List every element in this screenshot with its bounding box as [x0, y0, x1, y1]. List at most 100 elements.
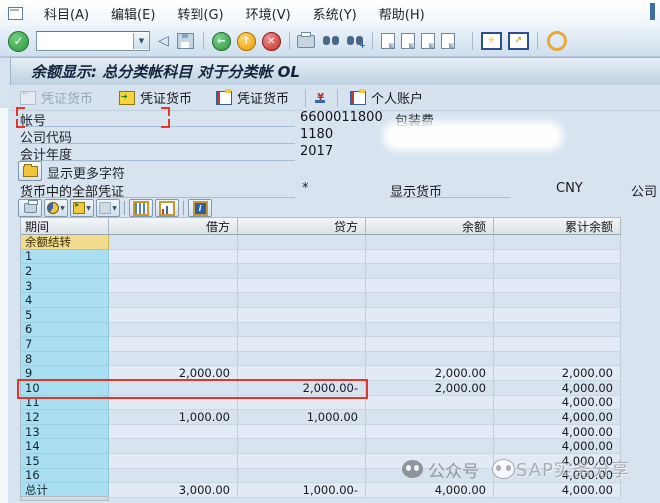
- document-currency-button-2[interactable]: 凭证货币: [117, 87, 200, 108]
- debit-cell[interactable]: [109, 424, 238, 440]
- debit-cell[interactable]: [109, 380, 238, 396]
- personal-account-button[interactable]: 个人账户: [348, 87, 431, 108]
- menu-item[interactable]: 系统(Y): [312, 7, 357, 23]
- credit-cell[interactable]: [238, 351, 366, 367]
- display-currency-value[interactable]: CNY: [556, 181, 583, 196]
- balance-cell[interactable]: [366, 468, 494, 484]
- horizontal-scrollbar-stub[interactable]: [20, 496, 109, 501]
- grid-export-menu-button[interactable]: ▼: [70, 199, 94, 217]
- debit-cell[interactable]: [109, 322, 238, 338]
- table-row[interactable]: 13 4,000.00: [21, 425, 621, 440]
- period-cell[interactable]: 7: [21, 337, 109, 352]
- credit-cell[interactable]: [238, 278, 366, 294]
- credit-cell[interactable]: 1,000.00: [238, 410, 366, 425]
- period-cell[interactable]: 6: [21, 322, 109, 338]
- balance-cell[interactable]: 2,000.00: [366, 366, 494, 381]
- table-row[interactable]: 1: [21, 249, 621, 265]
- system-menu-icon[interactable]: [8, 6, 23, 20]
- credit-cell[interactable]: [238, 424, 366, 440]
- menu-item[interactable]: 转到(G): [177, 7, 224, 23]
- enter-button[interactable]: ✓: [8, 30, 29, 52]
- menu-item[interactable]: 环境(V): [245, 7, 291, 23]
- table-row[interactable]: 4: [21, 293, 621, 308]
- balance-cell[interactable]: [366, 264, 494, 279]
- exchange-rates-icon[interactable]: ¥: [314, 91, 327, 104]
- table-row[interactable]: 余额结转: [21, 235, 621, 250]
- period-cell[interactable]: 2: [21, 264, 109, 279]
- cumulative-cell[interactable]: [494, 278, 621, 294]
- period-cell[interactable]: 16: [21, 468, 109, 484]
- table-row[interactable]: 2: [21, 264, 621, 279]
- period-cell[interactable]: 1: [21, 249, 109, 265]
- debit-cell[interactable]: [109, 235, 238, 250]
- credit-cell[interactable]: [238, 395, 366, 411]
- grid-print-button[interactable]: [18, 199, 42, 217]
- first-page-icon[interactable]: [380, 33, 395, 49]
- previous-page-icon[interactable]: [400, 33, 415, 49]
- balance-cell[interactable]: [366, 395, 494, 411]
- grid-columns-button[interactable]: [129, 199, 153, 217]
- cumulative-cell[interactable]: 4,000.00: [494, 395, 621, 411]
- back-button[interactable]: ←: [211, 31, 231, 51]
- period-cell[interactable]: 3: [21, 279, 109, 294]
- balance-cell[interactable]: [366, 424, 494, 440]
- balance-cell[interactable]: [366, 307, 494, 323]
- balance-cell[interactable]: [366, 278, 494, 294]
- table-row[interactable]: 15 4,000.00: [21, 454, 621, 469]
- balance-cell[interactable]: [366, 322, 494, 338]
- new-session-icon[interactable]: ✳: [480, 32, 502, 50]
- balance-cell[interactable]: 4,000.00: [366, 483, 494, 498]
- period-cell[interactable]: 4: [21, 293, 109, 308]
- debit-cell[interactable]: [109, 453, 238, 469]
- credit-cell[interactable]: [238, 468, 366, 484]
- debit-cell[interactable]: [109, 307, 238, 323]
- table-row[interactable]: 10 2,000.00- 2,000.00 4,000.00: [17, 378, 621, 399]
- credit-cell[interactable]: 2,000.00-: [238, 381, 366, 396]
- last-page-icon[interactable]: [440, 33, 455, 49]
- cumulative-cell[interactable]: [494, 235, 621, 250]
- balance-cell[interactable]: [366, 249, 494, 265]
- next-page-icon[interactable]: [420, 33, 435, 49]
- cumulative-cell[interactable]: [494, 351, 621, 367]
- fiscal-year-value[interactable]: 2017: [300, 144, 334, 159]
- cumulative-cell[interactable]: 4,000.00: [494, 483, 621, 498]
- all-documents-value[interactable]: *: [302, 181, 309, 196]
- period-cell[interactable]: 5: [21, 308, 109, 323]
- command-input[interactable]: [37, 33, 133, 49]
- period-cell[interactable]: 8: [21, 352, 109, 367]
- menu-item[interactable]: 编辑(E): [111, 7, 156, 23]
- grid-chart-button[interactable]: [155, 199, 179, 217]
- cumulative-cell[interactable]: [494, 307, 621, 323]
- table-row[interactable]: 16 4,000.00: [21, 468, 621, 484]
- period-cell[interactable]: 9: [21, 366, 109, 381]
- credit-cell[interactable]: [238, 322, 366, 338]
- credit-cell[interactable]: [238, 453, 366, 469]
- table-row[interactable]: 7: [21, 337, 621, 352]
- cumulative-cell[interactable]: [494, 322, 621, 338]
- table-row[interactable]: 3: [21, 279, 621, 294]
- exit-button[interactable]: ↑: [236, 31, 256, 51]
- table-row-total[interactable]: 总计 3,000.00 1,000.00- 4,000.00 4,000.00: [21, 483, 621, 498]
- cumulative-cell[interactable]: 4,000.00: [494, 468, 621, 484]
- cumulative-cell[interactable]: 4,000.00: [494, 410, 621, 425]
- credit-cell[interactable]: [238, 439, 366, 454]
- cumulative-cell[interactable]: 4,000.00: [494, 381, 621, 396]
- column-header[interactable]: 累计余额: [494, 218, 621, 234]
- table-row[interactable]: 8: [21, 352, 621, 367]
- find-next-icon[interactable]: +: [346, 35, 366, 50]
- balance-cell[interactable]: [366, 235, 494, 250]
- menu-item[interactable]: 帮助(H): [378, 7, 425, 23]
- balance-cell[interactable]: [366, 410, 494, 425]
- period-cell[interactable]: 11: [21, 395, 109, 411]
- credit-cell[interactable]: [238, 307, 366, 323]
- balance-cell[interactable]: 2,000.00: [366, 381, 494, 396]
- cumulative-cell[interactable]: 4,000.00: [494, 425, 621, 440]
- cumulative-cell[interactable]: [494, 264, 621, 279]
- credit-cell[interactable]: [238, 264, 366, 279]
- credit-cell[interactable]: [238, 366, 366, 381]
- debit-cell[interactable]: [109, 249, 238, 265]
- find-icon[interactable]: [322, 35, 339, 47]
- cumulative-cell[interactable]: [494, 293, 621, 308]
- credit-cell[interactable]: [238, 235, 366, 250]
- undo-triangle-icon[interactable]: ◁: [158, 33, 169, 49]
